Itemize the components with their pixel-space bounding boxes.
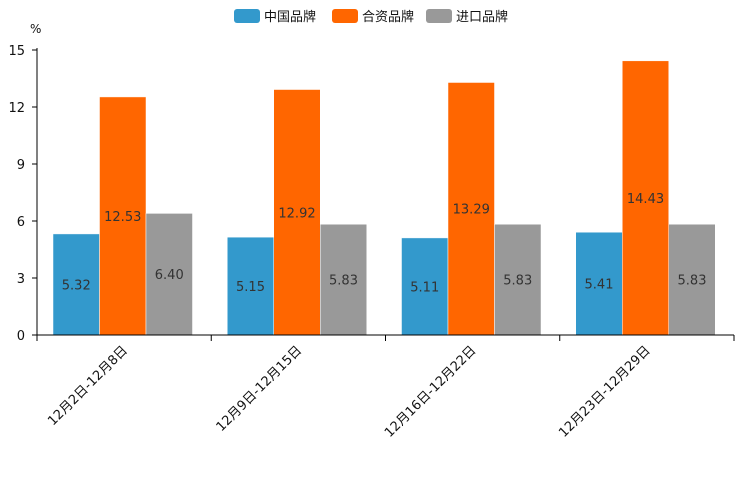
bars: 5.32 5.15 5.11 5.41 12.53 12.92 13.29 14.43 6.40… [52, 60, 716, 336]
y-tick-label: 6 [17, 215, 25, 230]
data-label: 5.83 [503, 274, 532, 289]
data-label: 12.53 [104, 210, 141, 225]
bar-2-3 [447, 82, 495, 336]
legend-label: 进口品牌 [456, 9, 508, 25]
y-tick-label: 12 [8, 101, 25, 116]
y-axis: 0 3 6 9 12 15 [8, 44, 38, 344]
legend-label: 合资品牌 [362, 9, 414, 25]
data-label: 5.83 [678, 274, 707, 289]
bar-2-4 [622, 60, 669, 336]
x-category-label: 12月2日-12月8日 [45, 343, 131, 429]
bar-3-2 [320, 223, 367, 336]
x-category-label: 12月9日-12月15日 [214, 343, 306, 435]
bar-1-2 [227, 236, 274, 336]
bar-3-4 [668, 223, 716, 336]
legend: 中国品牌 合资品牌 进口品牌 [234, 9, 508, 25]
bar-1-3 [401, 237, 449, 336]
y-tick-label: 0 [17, 329, 25, 344]
y-tick-label: 9 [17, 158, 25, 173]
bar-2-2 [273, 89, 321, 336]
bar-1-4 [575, 231, 623, 336]
data-label: 14.43 [627, 192, 664, 207]
bar-3-1 [145, 213, 193, 336]
x-category-label: 12月23日-12月29日 [556, 343, 653, 440]
y-axis-unit-label: % [30, 22, 41, 36]
data-label: 5.83 [329, 274, 358, 289]
y-tick-label: 15 [8, 44, 25, 59]
bar-3-3 [494, 223, 542, 336]
legend-swatch [426, 9, 452, 23]
legend-swatch [234, 9, 260, 23]
data-label: 6.40 [155, 268, 184, 283]
x-axis: 12月2日-12月8日 12月9日-12月15日 12月16日-12月22日 12月2… [36, 334, 735, 441]
legend-label: 中国品牌 [264, 9, 316, 25]
data-label: 5.32 [62, 278, 91, 293]
x-category-label: 12月16日-12月22日 [382, 343, 479, 440]
data-label: 5.11 [410, 280, 439, 295]
data-label: 5.41 [585, 278, 614, 293]
y-tick-label: 3 [17, 272, 25, 287]
legend-swatch [332, 9, 358, 23]
bar-2-1 [99, 96, 147, 336]
data-label: 13.29 [453, 203, 490, 218]
data-label: 12.92 [278, 206, 315, 221]
data-label: 5.15 [236, 280, 265, 295]
